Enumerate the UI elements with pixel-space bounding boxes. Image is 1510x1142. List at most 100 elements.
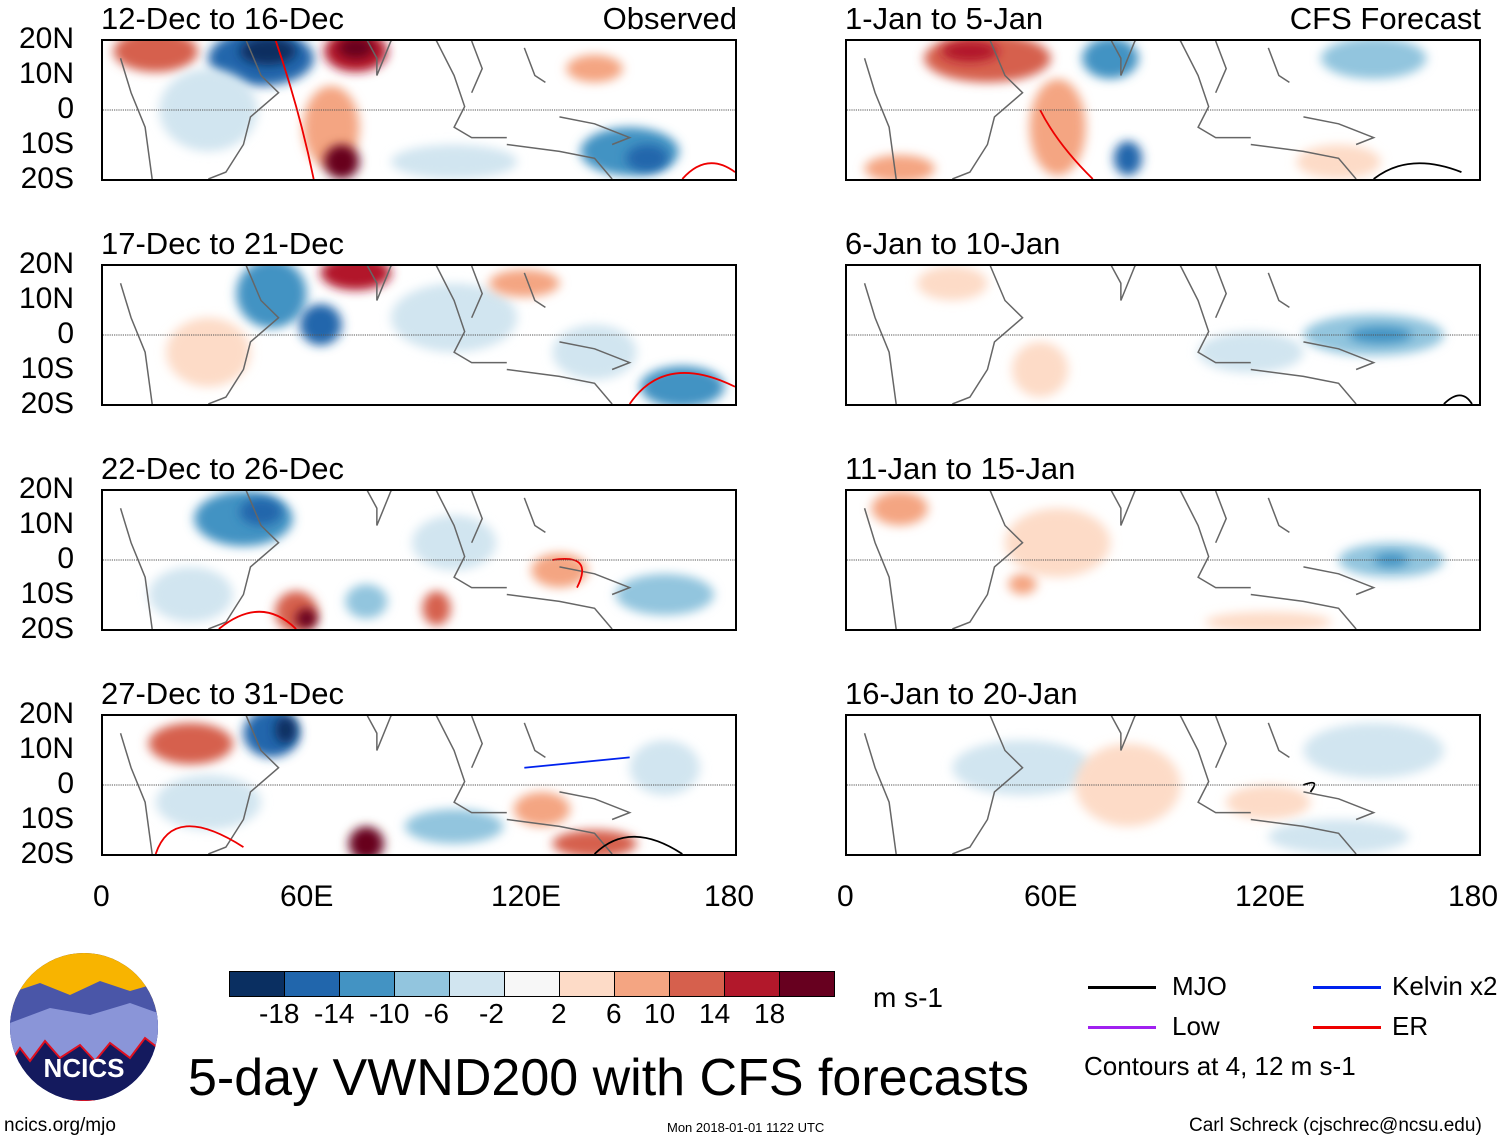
- lat-label: 10N: [18, 282, 74, 315]
- wind-anomaly-region: [338, 41, 374, 59]
- coastline: [103, 491, 630, 629]
- wind-anomaly-region: [566, 54, 623, 83]
- map-panel: [101, 264, 737, 406]
- legend-line: [1088, 986, 1156, 989]
- lat-label: 20N: [18, 697, 74, 730]
- panel-title: 11-Jan to 15-Jan: [845, 451, 1076, 486]
- wind-anomaly-region: [113, 41, 198, 73]
- wind-anomaly-region: [239, 497, 283, 526]
- wave-contour: [1303, 783, 1314, 792]
- panel-title: 17-Dec to 21-Dec: [101, 226, 344, 261]
- wind-anomaly-region: [1008, 573, 1037, 595]
- wind-anomaly-region: [296, 608, 318, 629]
- lon-label: 60E: [1024, 880, 1078, 913]
- colorbar-label: 14: [699, 998, 731, 1029]
- wave-contour: [524, 757, 629, 767]
- colorbar-bin: [450, 972, 505, 996]
- wind-anomaly-region: [489, 269, 560, 298]
- lat-label: 10S: [20, 352, 74, 385]
- logo-graphic: NCICS: [10, 953, 158, 1101]
- colorbar-label: 2: [551, 998, 567, 1029]
- colorbar-label: -10: [369, 998, 410, 1029]
- wave-contour: [1040, 110, 1093, 179]
- lat-label: 10S: [20, 802, 74, 835]
- lat-label: 20S: [20, 387, 74, 420]
- lon-label: 180: [704, 880, 755, 913]
- panel-title: 22-Dec to 26-Dec: [101, 451, 344, 486]
- wind-anomaly-region: [390, 283, 518, 353]
- lon-label: 180: [1448, 880, 1499, 913]
- wind-anomaly-region: [941, 41, 998, 62]
- colorbar-label: -6: [424, 998, 449, 1029]
- coastline: [847, 491, 1374, 629]
- wind-anomaly-region: [320, 266, 391, 291]
- lon-label: 60E: [280, 880, 334, 913]
- wave-contour: [1374, 163, 1462, 179]
- lon-label: 0: [93, 880, 110, 913]
- wind-anomaly-region: [1349, 326, 1413, 344]
- wind-anomaly-region: [1205, 611, 1332, 629]
- wind-anomaly-region: [390, 144, 518, 179]
- wind-anomaly-region: [615, 573, 714, 616]
- panel-tag: Observed: [602, 1, 737, 36]
- legend-label: Low: [1172, 1011, 1220, 1041]
- wind-anomaly-region: [1198, 331, 1304, 373]
- wind-anomaly-region: [1321, 41, 1427, 79]
- wind-anomaly-region: [1012, 341, 1069, 398]
- lat-label: 20N: [18, 247, 74, 280]
- legend-label: MJO: [1172, 971, 1227, 1001]
- wind-anomaly-region: [1029, 78, 1086, 176]
- legend-label: Kelvin x2: [1392, 971, 1498, 1001]
- lon-label: 0: [837, 880, 854, 913]
- wind-anomaly-region: [552, 829, 637, 854]
- colorbar-bin: [505, 972, 560, 996]
- wind-anomaly-region: [345, 584, 388, 619]
- wind-anomaly-region: [348, 826, 384, 854]
- wind-anomaly-region: [513, 791, 570, 827]
- contour-note: Contours at 4, 12 m s-1: [1084, 1051, 1356, 1081]
- colorbar-label: -18: [259, 998, 300, 1029]
- wind-anomaly-region: [411, 515, 497, 571]
- wind-anomaly-region: [159, 68, 258, 152]
- wind-anomaly-region: [324, 144, 360, 179]
- map-panel: [845, 39, 1481, 181]
- lat-label: 0: [57, 92, 74, 125]
- wind-anomaly-region: [275, 716, 297, 744]
- legend-line: [1313, 1026, 1381, 1029]
- wind-anomaly-region: [629, 740, 700, 796]
- lat-label: 20S: [20, 162, 74, 195]
- wind-anomaly-region: [864, 154, 935, 179]
- panel-title: 16-Jan to 20-Jan: [845, 676, 1078, 711]
- colorbar-label: -2: [479, 998, 504, 1029]
- colorbar-bin: [560, 972, 615, 996]
- colorbar-label: -14: [314, 998, 355, 1029]
- legend-line: [1313, 986, 1381, 989]
- wind-anomaly-region: [1296, 144, 1381, 179]
- footer-timestamp: Mon 2018-01-01 1122 UTC: [667, 1120, 825, 1135]
- panel-title: 27-Dec to 31-Dec: [101, 676, 344, 711]
- colorbar-units: m s-1: [873, 982, 943, 1013]
- legend-label: ER: [1392, 1011, 1429, 1041]
- lat-label: 20S: [20, 837, 74, 870]
- colorbar-bin: [285, 972, 340, 996]
- wave-contour: [219, 612, 296, 629]
- colorbar-bin: [340, 972, 395, 996]
- wave-contour: [1444, 395, 1472, 404]
- wind-anomaly-region: [1303, 722, 1444, 779]
- wind-anomaly-region: [531, 553, 588, 588]
- colorbar-bin: [670, 972, 725, 996]
- wind-anomaly-region: [155, 774, 261, 830]
- map-panel: [101, 714, 737, 856]
- coastline: [103, 266, 630, 404]
- ncics-logo: NCICS: [10, 953, 158, 1101]
- coastline: [103, 41, 630, 179]
- wind-anomaly-region: [236, 266, 307, 329]
- wind-anomaly-region: [148, 722, 233, 765]
- lat-label: 20S: [20, 612, 74, 645]
- lon-label: 120E: [1235, 880, 1306, 913]
- wind-anomaly-region: [404, 809, 504, 844]
- figure-title: 5-day VWND200 with CFS forecasts: [188, 1049, 1029, 1107]
- panel-title: 12-Dec to 16-Dec: [101, 1, 344, 36]
- lat-label: 10N: [18, 57, 74, 90]
